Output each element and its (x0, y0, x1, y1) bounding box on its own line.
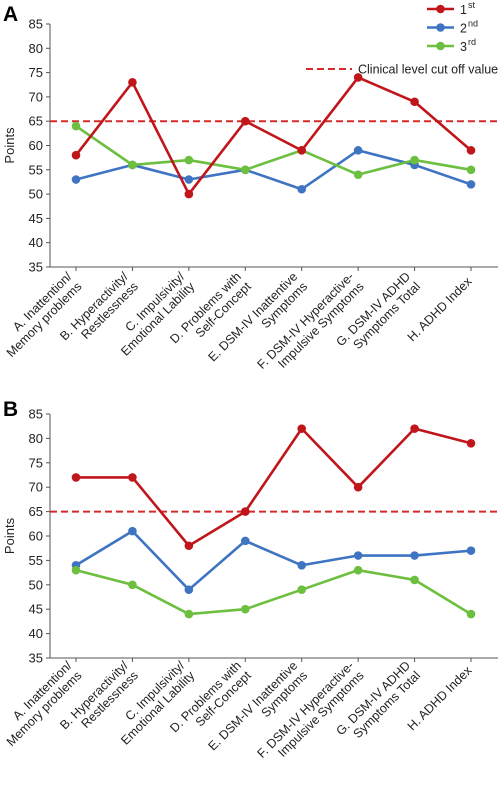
pb-y-tick-label: 65 (29, 504, 43, 519)
pa-series-1-point (410, 97, 419, 107)
pb-series-1-point (240, 507, 250, 516)
legend-label: 1 (460, 3, 467, 17)
pb-series-1-point (184, 541, 194, 551)
pa-y-axis-label: Points (2, 127, 17, 164)
pa-series-3-line (75, 124, 472, 176)
pa-series-2-point (71, 175, 81, 184)
legend-swatch-point (436, 4, 445, 14)
pa-series-1-point (128, 78, 137, 87)
pb-y-tick-label: 60 (29, 529, 43, 544)
pb-y-tick-label: 40 (29, 626, 43, 641)
pb-series-2-point (297, 560, 307, 570)
pa-series-1-point (184, 189, 194, 199)
pb-category-label: A. Inattention/Memory problems (4, 658, 85, 749)
pa-series-3-point (128, 160, 137, 170)
pb-y-tick-label: 80 (29, 431, 43, 446)
pb-y-tick-label: 35 (29, 651, 43, 666)
pb-series-2-point (410, 551, 419, 560)
pb-series-1-point (410, 424, 419, 433)
pa-y-tick-label: 85 (29, 17, 43, 32)
pb-y-axis-label: Points (2, 517, 17, 554)
pa-series-1-point (353, 73, 363, 82)
pa-series-2-point (466, 180, 476, 189)
pb-series-3-point (297, 585, 307, 594)
pb-series-1-point (128, 473, 137, 482)
pa-series-3-point (466, 165, 476, 175)
panel-letter-b: B (3, 398, 18, 421)
pb-y-tick-label: 55 (29, 553, 43, 568)
legend-label: 2 (460, 22, 467, 36)
pa-y-tick-label: 35 (29, 260, 43, 275)
pa-y-tick-label: 80 (29, 41, 43, 56)
pb-y-tick-label: 70 (29, 480, 43, 495)
pb-series-3-point (184, 609, 194, 619)
pb-series-3-point (128, 580, 137, 590)
pb-series-3-point (71, 565, 81, 575)
pb-series-1-point (297, 424, 307, 433)
pa-series-2-point (297, 184, 307, 194)
legend-swatch-point (436, 23, 445, 32)
pb-series-3-point (466, 609, 476, 619)
pa-y-tick-label: 60 (29, 138, 43, 153)
pb-series-2-point (466, 546, 476, 555)
pb-y-tick-label: 50 (29, 577, 43, 592)
pa-y-tick-label: 70 (29, 89, 43, 104)
pb-series-3-point (353, 565, 363, 575)
pa-series-1-line (74, 76, 472, 196)
chart-legend: 1 st 2 nd 3 rd Clinical level cut off value (306, 0, 498, 77)
pb-series-1-point (353, 482, 363, 492)
chart-panel-b: 35 40 45 50 55 60 65 70 75 80 85 Points A. Inattenti… (2, 407, 498, 761)
pa-y-tick-label: 55 (29, 162, 43, 177)
legend-label-suffix: st (468, 0, 476, 10)
pa-category-label: A. Inattention/Memory problems (4, 269, 85, 360)
pa-series-1-point (240, 116, 250, 126)
pb-series-2-point (240, 536, 250, 546)
pb-y-tick-label: 85 (29, 407, 43, 422)
pa-y-tick-label: 50 (29, 187, 43, 202)
pb-series-2-line (75, 529, 472, 591)
pb-y-tick-label: 45 (29, 602, 43, 617)
pb-y-tick-label: 75 (29, 455, 43, 470)
pa-series-3-point (353, 170, 363, 179)
pa-series-2-line (75, 149, 472, 191)
pb-series-1-point (71, 473, 81, 482)
pa-series-1-point (297, 146, 307, 155)
pb-series-2-point (128, 526, 137, 536)
pb-series-3-point (410, 575, 419, 585)
pa-series-2-point (353, 146, 363, 155)
pa-series-1-point (71, 150, 81, 160)
pa-y-tick-label: 40 (29, 235, 43, 250)
pa-series-3-point (184, 155, 194, 165)
pa-series-3-point (410, 155, 419, 165)
panel-letter-a: A (3, 3, 18, 26)
pa-series-3-point (71, 121, 81, 131)
pa-series-3-point (240, 165, 250, 175)
pa-y-tick-label: 75 (29, 65, 43, 80)
pb-series-1-line (76, 427, 472, 548)
pa-y-tick-label: 65 (29, 114, 43, 129)
pb-series-3-line (75, 568, 472, 616)
pa-series-1-point (466, 146, 476, 155)
legend-cutoff-label: Clinical level cut off value (358, 63, 498, 77)
legend-label-suffix: rd (468, 37, 476, 47)
pb-series-2-point (353, 551, 363, 560)
pa-series-2-point (184, 175, 194, 184)
pb-series-2-point (184, 585, 194, 594)
pb-series-1-point (466, 438, 476, 448)
pa-y-tick-label: 45 (29, 211, 43, 226)
pb-series-3-point (240, 604, 250, 614)
legend-label: 3 (460, 40, 467, 54)
legend-swatch-point (436, 41, 445, 51)
legend-label-suffix: nd (468, 19, 478, 29)
